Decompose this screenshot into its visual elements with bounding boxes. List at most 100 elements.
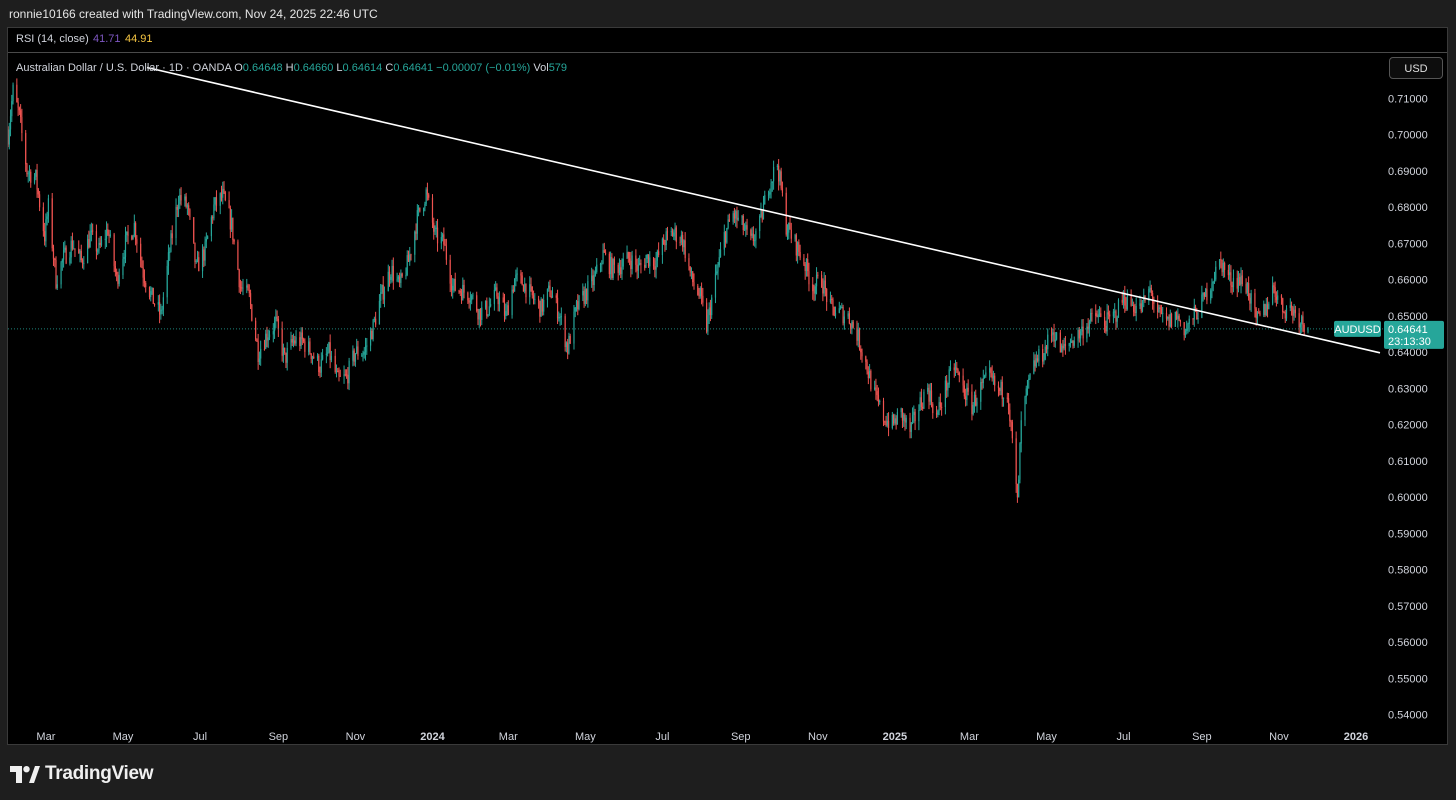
candle [843, 310, 845, 330]
candle [617, 262, 619, 281]
candle [1006, 392, 1008, 403]
currency-button[interactable]: USD [1389, 57, 1443, 79]
y-tick-label: 0.55000 [1388, 673, 1428, 685]
candle [1011, 419, 1013, 444]
candle [761, 209, 763, 223]
candle [401, 272, 403, 278]
candle [409, 246, 411, 266]
candle [193, 217, 195, 244]
candle [17, 97, 19, 117]
candle [16, 78, 18, 103]
rsi-pane[interactable]: RSI (14, close) 41.71 44.91 [8, 28, 1447, 53]
candle [736, 206, 738, 229]
candle [567, 338, 569, 360]
candle [38, 191, 41, 212]
candle [285, 352, 287, 369]
candle [771, 181, 773, 192]
candle [382, 276, 384, 304]
candle [717, 262, 719, 280]
candle [1063, 337, 1065, 351]
candle [610, 251, 612, 280]
candle [35, 169, 37, 181]
candle [559, 313, 561, 326]
candle [521, 272, 523, 286]
candle [95, 224, 98, 260]
candle [718, 249, 720, 268]
candle [275, 309, 277, 328]
candle [232, 217, 234, 245]
candle [735, 209, 737, 227]
candle [692, 270, 694, 287]
candle [966, 383, 968, 406]
candle [1079, 328, 1082, 347]
candle [894, 413, 896, 426]
x-tick-label: May [575, 731, 596, 743]
candle [352, 345, 354, 367]
candle [727, 214, 729, 230]
candle [223, 181, 225, 194]
candle [989, 360, 991, 381]
candle [851, 320, 853, 335]
candle [1001, 376, 1003, 407]
candle [356, 338, 358, 355]
chart-panel[interactable]: 0.71000 0.70000 0.69000 0.68000 0.67000 0.660… [7, 27, 1448, 745]
candle [972, 402, 974, 416]
candle [512, 285, 514, 294]
candle [823, 272, 825, 297]
candle [839, 305, 842, 310]
price-chart[interactable]: 0.71000 0.70000 0.69000 0.68000 0.67000 0.660… [8, 28, 1448, 745]
candle [795, 233, 797, 262]
candle [1284, 309, 1286, 324]
candle [65, 245, 67, 265]
candle [444, 238, 446, 246]
candle [335, 364, 338, 378]
candle [383, 286, 386, 308]
candle [452, 278, 454, 299]
candle [786, 224, 789, 240]
candle [568, 332, 570, 355]
candle [388, 266, 391, 287]
candle [965, 388, 967, 407]
candle [73, 240, 75, 250]
candle [343, 365, 345, 384]
x-tick-label: 2026 [1344, 731, 1368, 743]
candle [471, 294, 473, 305]
candle [459, 288, 461, 297]
candle [167, 244, 170, 275]
candle [69, 251, 71, 266]
candle [468, 297, 470, 309]
candle [443, 227, 445, 252]
tradingview-logo[interactable]: TradingView [10, 763, 154, 785]
candle [140, 237, 142, 268]
candle [1165, 307, 1168, 326]
candle [1206, 282, 1208, 305]
candle [790, 222, 792, 244]
candle [74, 248, 76, 257]
candle [927, 383, 929, 395]
candle [708, 302, 710, 324]
candle [1205, 287, 1207, 298]
candle [1259, 310, 1261, 317]
candle [311, 355, 314, 365]
candle [1133, 301, 1135, 317]
candle [814, 283, 816, 301]
candle [184, 194, 186, 207]
candle [462, 277, 464, 301]
candle [113, 232, 115, 273]
candle [684, 232, 686, 262]
candle [1047, 328, 1049, 357]
candle [36, 163, 38, 198]
candle [195, 259, 197, 264]
candle [161, 305, 163, 315]
candle [1290, 301, 1293, 316]
candle [1298, 308, 1300, 334]
symbol-title[interactable]: Australian Dollar / U.S. Dollar · 1D · O… [16, 62, 232, 74]
candle [42, 202, 44, 237]
candle [1239, 273, 1241, 286]
candle [316, 353, 319, 361]
candle [325, 347, 327, 364]
candle [1266, 296, 1269, 318]
candle [114, 261, 116, 277]
candle [522, 284, 525, 292]
candle [37, 187, 39, 199]
